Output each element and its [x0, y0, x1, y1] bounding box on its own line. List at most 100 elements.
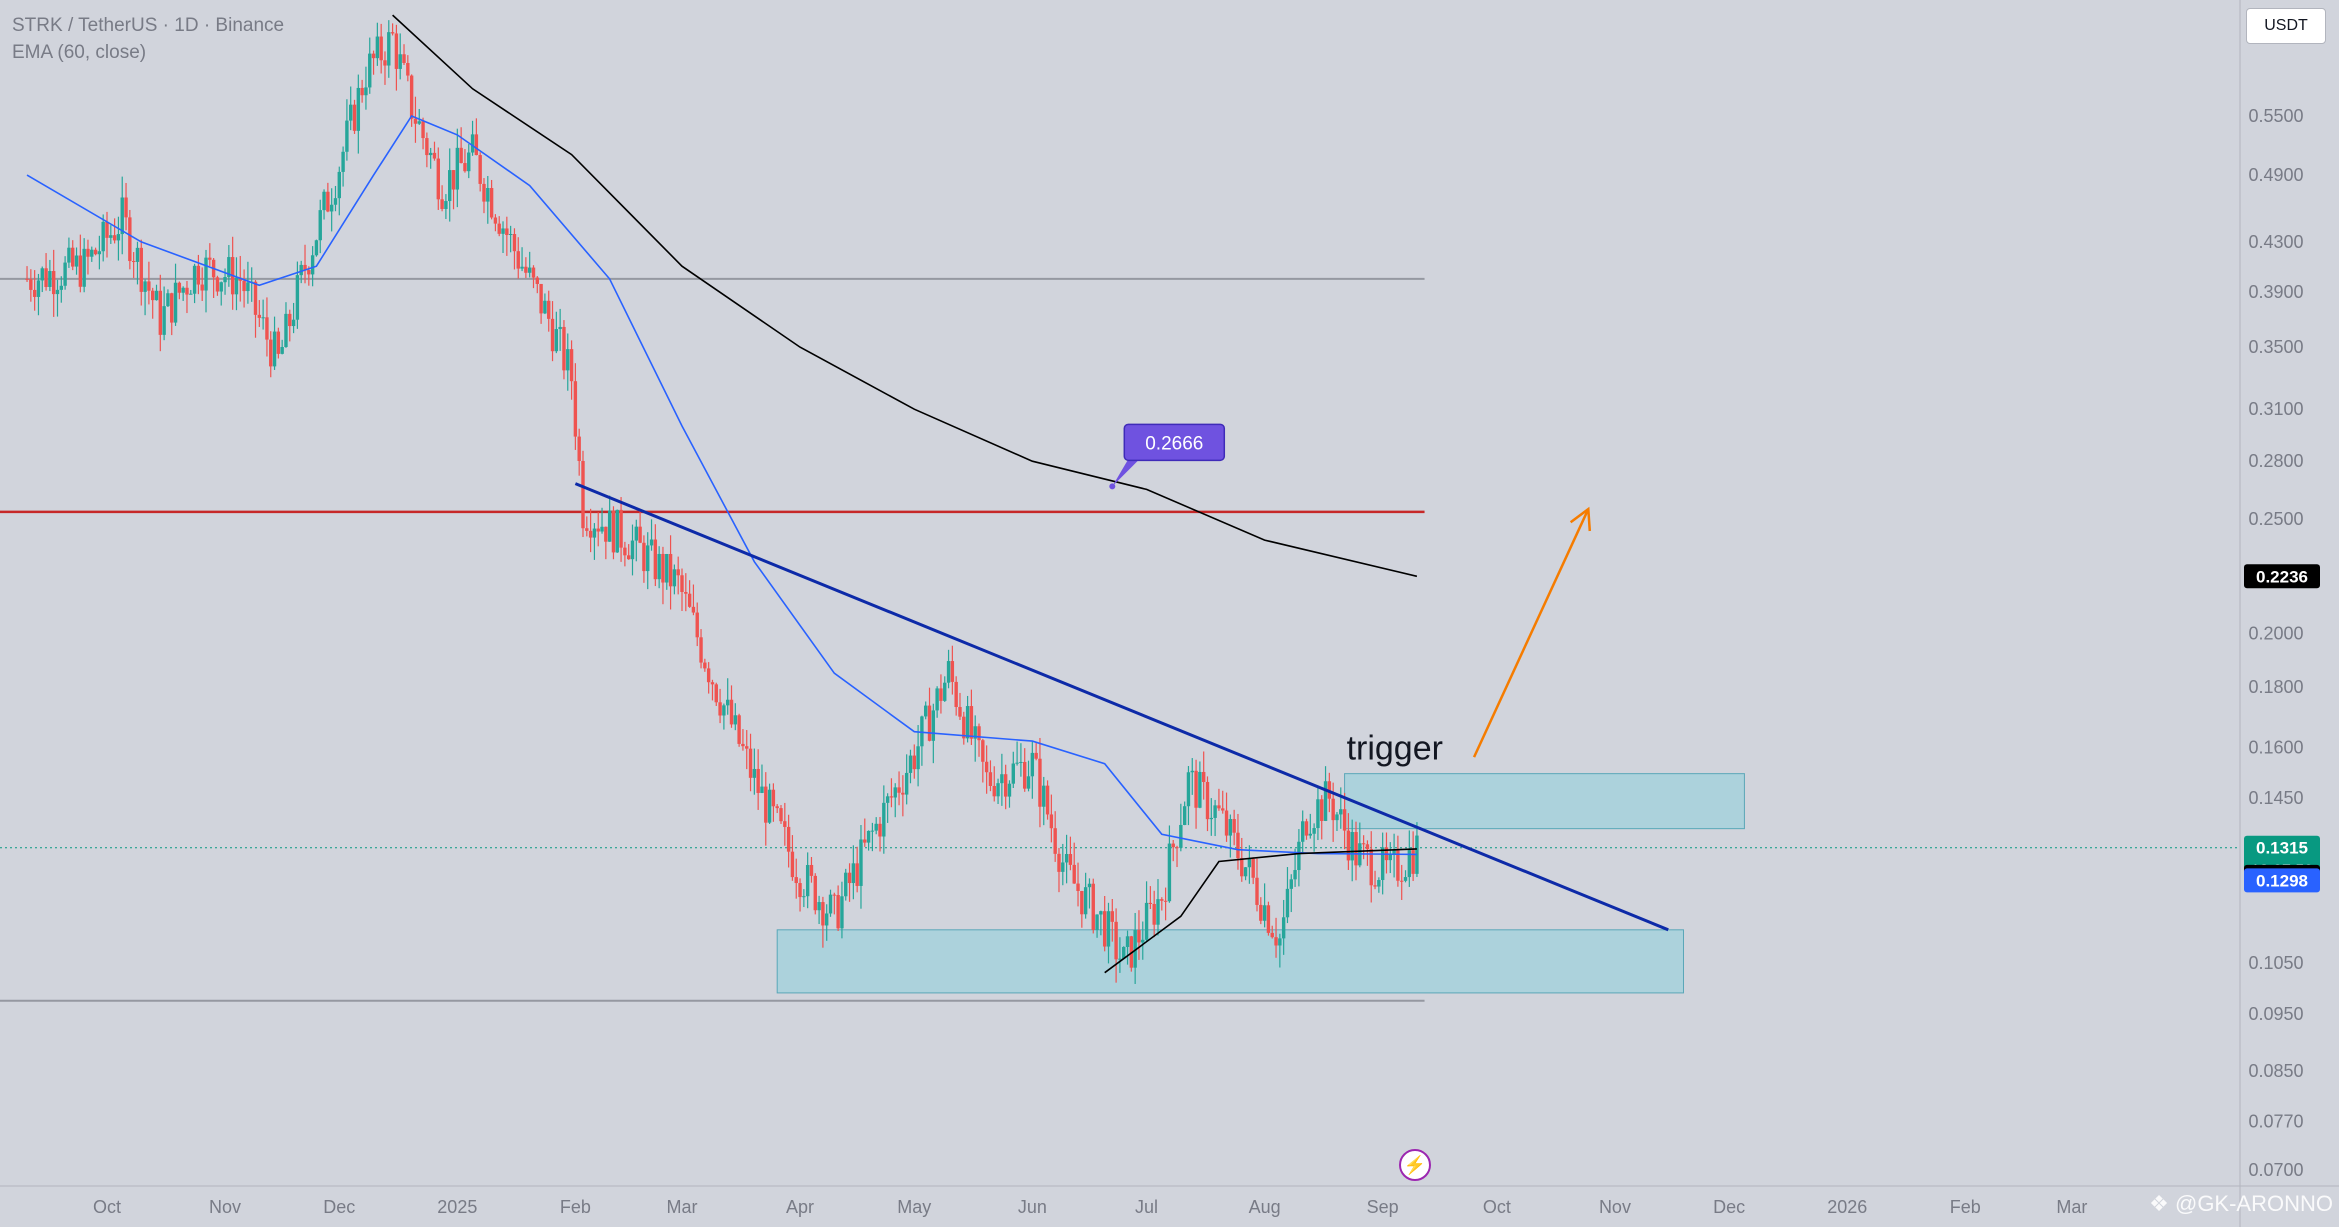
- candle-body: [535, 277, 539, 284]
- candle-body: [965, 706, 970, 739]
- candle-body: [832, 894, 837, 896]
- candle-body: [196, 265, 201, 285]
- candle-body: [558, 326, 562, 330]
- candle-body: [1400, 880, 1404, 882]
- candle-body: [322, 191, 326, 211]
- candle-body: [1251, 858, 1255, 878]
- candle-body: [646, 545, 650, 572]
- candle-body: [604, 526, 608, 542]
- candle-body: [112, 235, 117, 241]
- trigger-zone: [1344, 773, 1745, 830]
- candle-body: [368, 53, 372, 88]
- price-axis: [2240, 0, 2339, 1227]
- y-tick-label: 0.2500: [2248, 509, 2303, 529]
- candle-body: [706, 668, 711, 683]
- candle-body: [634, 526, 639, 541]
- candle-body: [786, 826, 791, 852]
- symbol-label[interactable]: STRK / TetherUS · 1D · Binance: [12, 15, 285, 36]
- breakout-arrow: [1472, 508, 1590, 758]
- candle-body: [238, 277, 242, 281]
- candle-body: [687, 593, 692, 607]
- indicator-label[interactable]: EMA (60, close): [12, 42, 147, 63]
- callout-box: [1123, 423, 1226, 462]
- y-tick-label: 0.0850: [2248, 1061, 2303, 1081]
- candle-body: [1411, 850, 1415, 874]
- candle-body: [59, 285, 64, 290]
- currency-unit-button[interactable]: USDT: [2246, 8, 2326, 44]
- candle-body: [276, 331, 281, 354]
- candle-body: [802, 896, 806, 898]
- candle-body: [1201, 771, 1206, 782]
- candle-body: [1011, 763, 1015, 784]
- candle-body: [40, 268, 44, 281]
- candle-body: [554, 329, 559, 352]
- candle-body: [904, 772, 909, 795]
- candle-body: [623, 547, 627, 556]
- candle-body: [166, 293, 170, 307]
- x-tick-label: Dec: [1713, 1197, 1745, 1217]
- x-tick-label: Feb: [1950, 1197, 1981, 1217]
- candle-body: [459, 147, 463, 164]
- candle-body: [1392, 850, 1396, 855]
- candle-body: [1190, 770, 1194, 773]
- candle-body: [451, 170, 456, 190]
- candle-body: [1240, 858, 1244, 877]
- candle-body: [1270, 932, 1274, 938]
- candle-body: [607, 510, 612, 542]
- candle-body: [1194, 770, 1198, 808]
- x-tick-label: 2025: [437, 1197, 477, 1217]
- candle-body: [493, 217, 498, 224]
- candle-body: [192, 265, 197, 294]
- candle-body: [440, 199, 444, 209]
- candle-body: [581, 460, 585, 529]
- candle-body: [939, 688, 943, 701]
- candle-body: [284, 313, 288, 348]
- candle-body: [497, 223, 501, 234]
- candle-body: [1106, 911, 1111, 947]
- candle-body: [954, 681, 958, 707]
- candle-body: [722, 705, 726, 716]
- candle-body: [1228, 819, 1233, 836]
- candle-body: [501, 228, 505, 234]
- candle-body: [1335, 814, 1339, 821]
- candle-body: [760, 786, 764, 793]
- candle-body: [349, 104, 353, 121]
- candle-body: [962, 716, 966, 739]
- candle-body: [1396, 850, 1400, 881]
- candle-body: [1262, 905, 1267, 921]
- support-zone: [776, 929, 1684, 994]
- candle-body: [1312, 828, 1316, 834]
- candle-body: [1217, 805, 1221, 809]
- lightning-icon[interactable]: ⚡: [1399, 1149, 1431, 1181]
- candle-body: [128, 217, 132, 262]
- candle-body: [809, 864, 814, 876]
- candle-body: [421, 121, 425, 139]
- candle-body: [1255, 877, 1259, 905]
- candle-body: [470, 134, 475, 153]
- candle-body: [1144, 902, 1149, 940]
- candle-body: [1354, 832, 1358, 866]
- candle-body: [897, 787, 901, 793]
- candle-body: [1198, 771, 1202, 808]
- candle-body: [718, 702, 722, 716]
- candle-body: [512, 234, 517, 252]
- x-tick-label: Apr: [786, 1197, 814, 1217]
- y-tick-label: 0.1050: [2248, 953, 2303, 973]
- candle-body: [291, 319, 296, 327]
- candle-body: [170, 293, 174, 323]
- candle-body: [779, 808, 783, 822]
- candle-body: [1346, 830, 1351, 861]
- candle-body: [531, 267, 536, 278]
- candle-body: [699, 637, 703, 663]
- candle-body: [1163, 900, 1168, 902]
- candle-body: [828, 894, 833, 914]
- candle-body: [1000, 774, 1004, 784]
- candle-body: [383, 60, 387, 66]
- candle-body: [257, 314, 262, 318]
- candle-body: [143, 281, 147, 292]
- candle-body: [1331, 798, 1335, 821]
- candle-body: [973, 726, 977, 739]
- candle-body: [101, 221, 105, 252]
- candle-body: [668, 554, 673, 587]
